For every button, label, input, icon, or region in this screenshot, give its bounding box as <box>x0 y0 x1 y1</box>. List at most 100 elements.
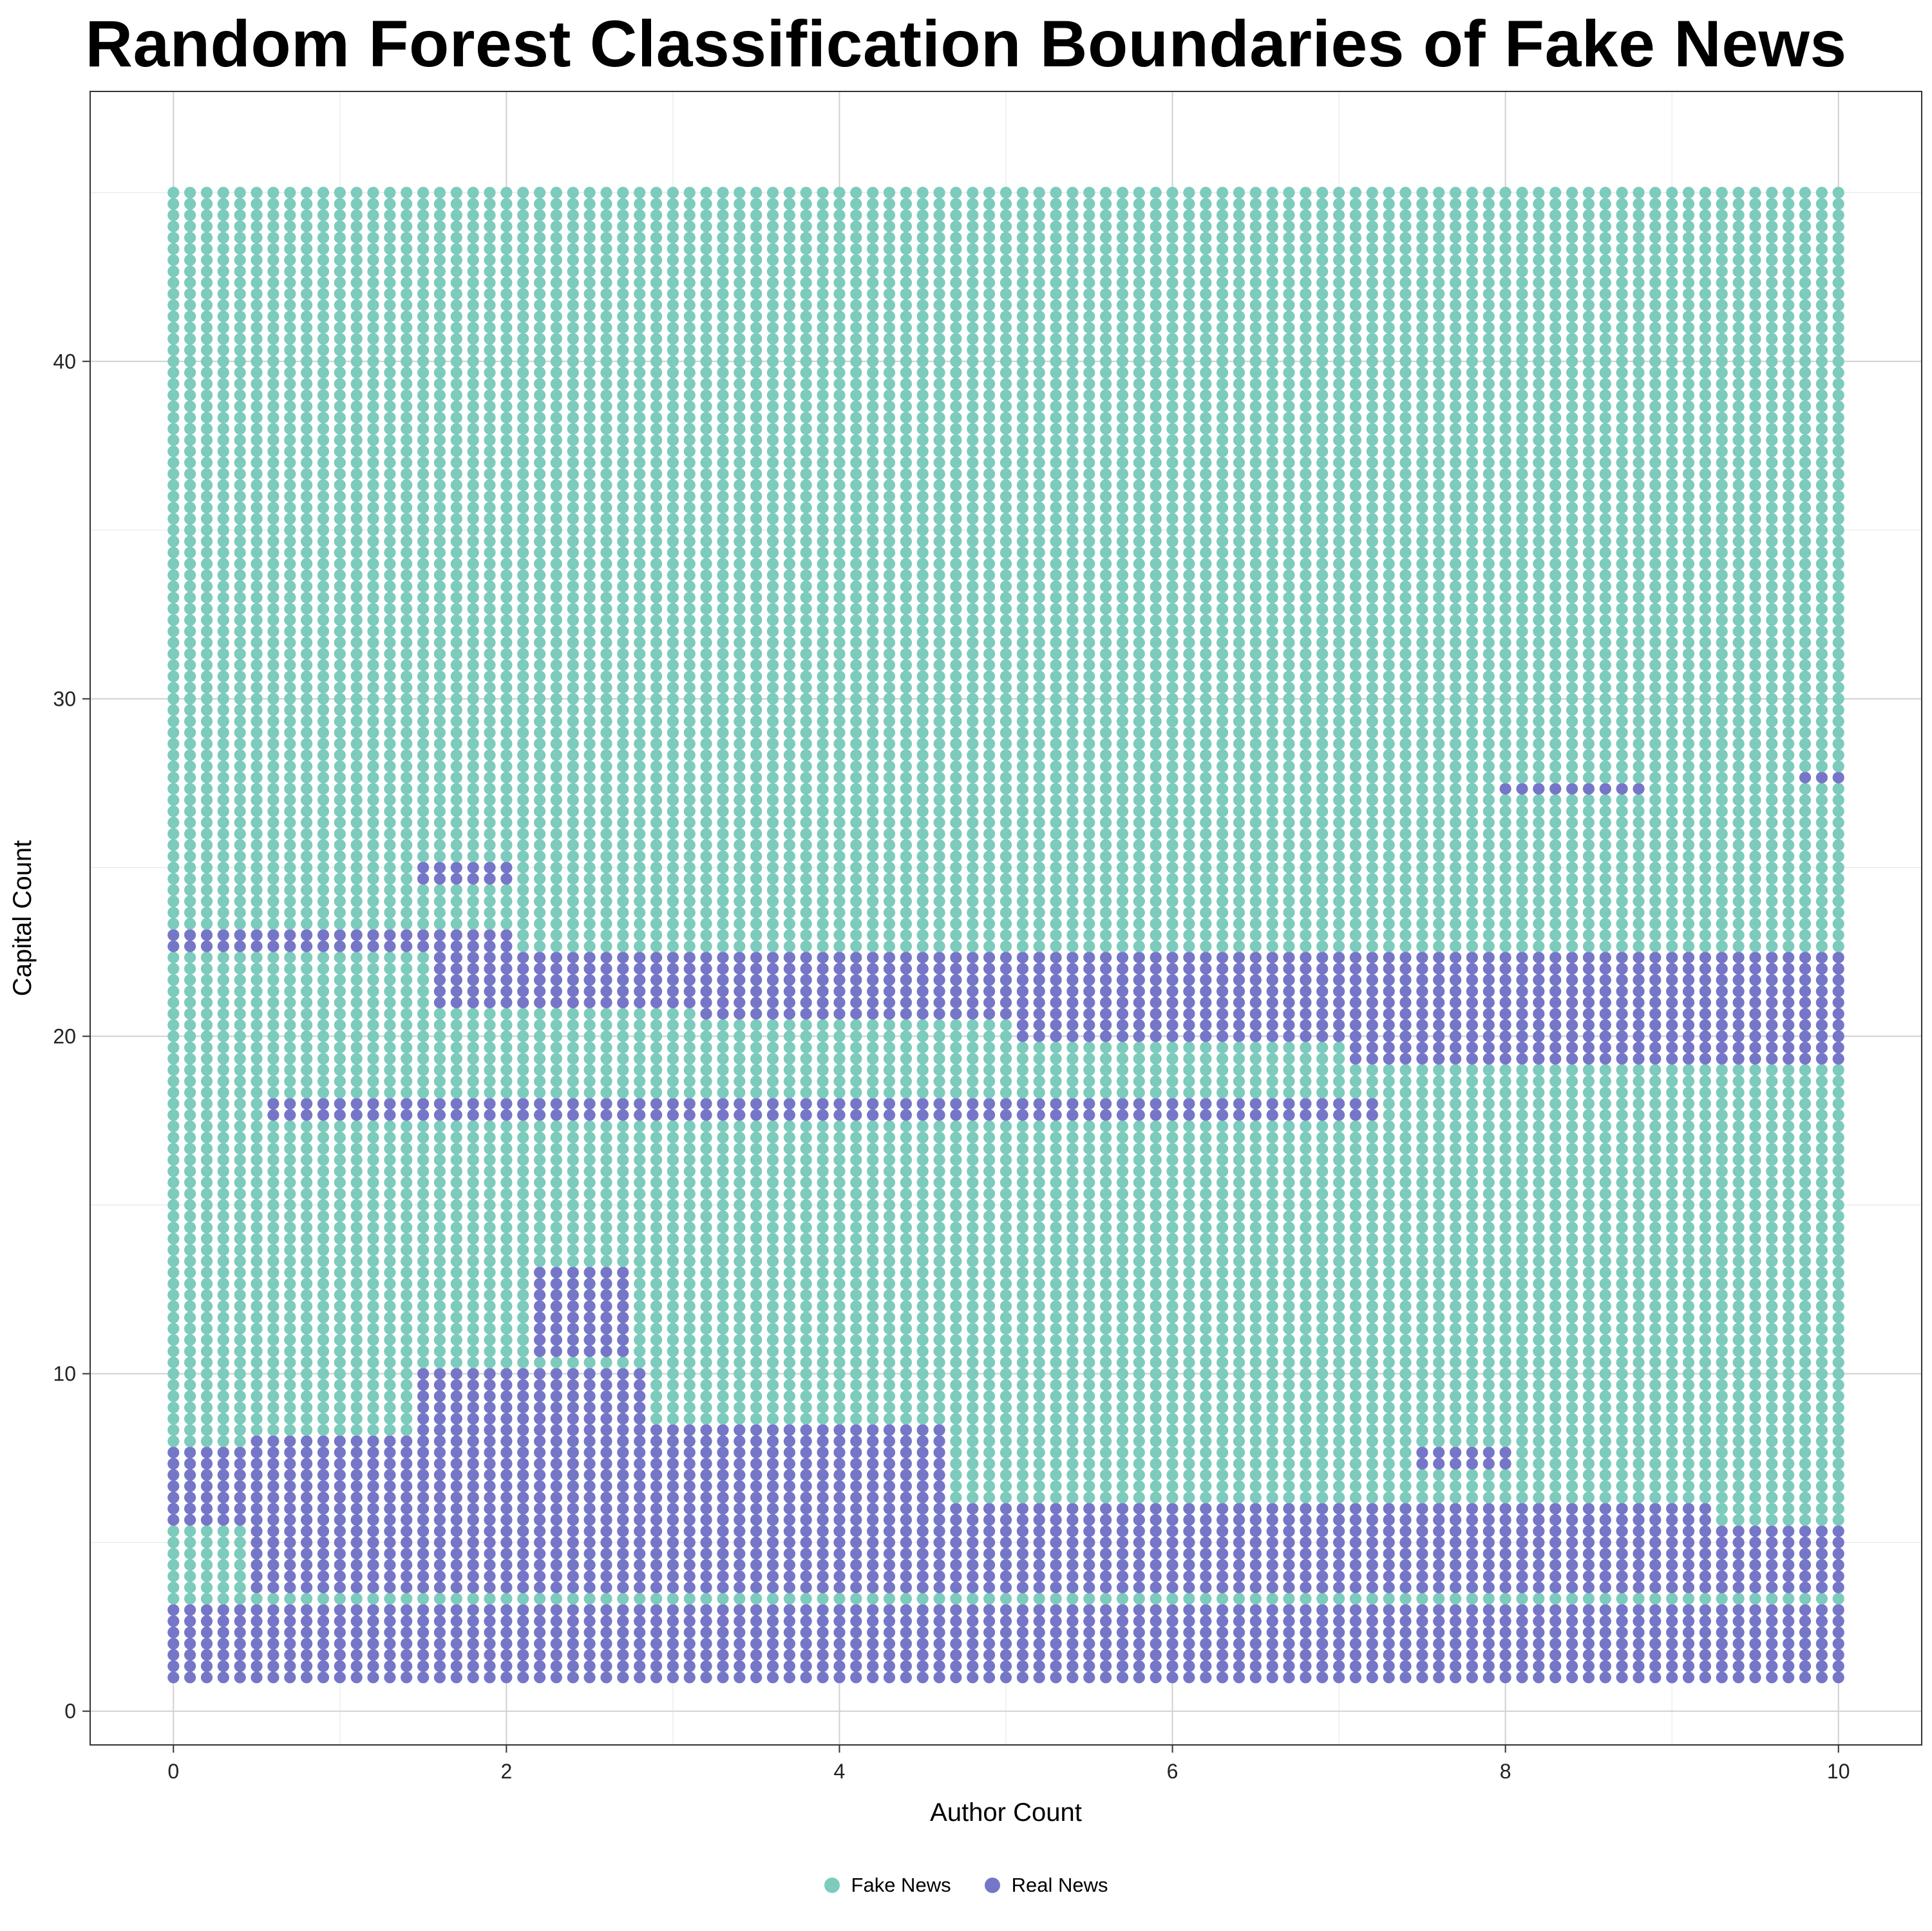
point-fake-news <box>417 974 430 986</box>
point-fake-news <box>167 1356 180 1369</box>
point-fake-news <box>350 1289 363 1301</box>
point-fake-news <box>734 1131 746 1144</box>
point-fake-news <box>251 1019 263 1031</box>
point-fake-news <box>251 299 263 311</box>
point-fake-news <box>734 749 746 761</box>
point-fake-news <box>700 1244 712 1256</box>
point-fake-news <box>367 738 379 750</box>
point-real-news <box>433 1503 446 1515</box>
point-fake-news <box>667 547 679 559</box>
point-fake-news <box>766 479 779 491</box>
point-fake-news <box>517 569 529 581</box>
point-real-news <box>717 1547 729 1560</box>
point-real-news <box>384 1469 396 1481</box>
point-fake-news <box>567 187 579 199</box>
point-fake-news <box>267 1187 279 1200</box>
point-fake-news <box>367 1390 379 1402</box>
point-real-news <box>617 1267 629 1279</box>
point-real-news <box>600 985 612 997</box>
point-fake-news <box>284 333 296 345</box>
point-fake-news <box>700 310 712 323</box>
point-real-news <box>617 1649 629 1661</box>
point-fake-news <box>217 1143 229 1155</box>
point-fake-news <box>417 1176 430 1189</box>
point-fake-news <box>484 636 496 649</box>
point-fake-news <box>267 816 279 829</box>
point-real-news <box>317 1536 330 1549</box>
point-fake-news <box>734 872 746 885</box>
point-fake-news <box>200 1244 213 1256</box>
point-fake-news <box>384 850 396 862</box>
point-fake-news <box>750 771 762 784</box>
point-fake-news <box>617 1131 629 1144</box>
point-real-news <box>450 1109 462 1121</box>
point-fake-news <box>284 738 296 750</box>
point-fake-news <box>634 1019 646 1031</box>
point-fake-news <box>717 738 729 750</box>
point-fake-news <box>350 1019 363 1031</box>
point-fake-news <box>217 839 229 851</box>
point-real-news <box>734 1649 746 1661</box>
point-fake-news <box>567 276 579 289</box>
point-real-news <box>634 1660 646 1672</box>
point-fake-news <box>417 715 430 728</box>
point-fake-news <box>734 198 746 210</box>
point-real-news <box>401 1559 413 1571</box>
point-fake-news <box>583 918 596 930</box>
point-fake-news <box>634 1267 646 1279</box>
point-fake-news <box>267 963 279 975</box>
point-real-news <box>317 1626 330 1639</box>
point-fake-news <box>334 1064 346 1076</box>
point-real-news <box>251 1547 263 1560</box>
point-fake-news <box>217 232 229 244</box>
point-fake-news <box>334 827 346 840</box>
point-fake-news <box>350 187 363 199</box>
point-fake-news <box>217 805 229 818</box>
point-real-news <box>783 1480 795 1493</box>
point-fake-news <box>683 1401 696 1413</box>
point-fake-news <box>534 535 546 547</box>
point-fake-news <box>234 862 246 874</box>
point-fake-news <box>184 704 196 716</box>
point-fake-news <box>301 558 313 570</box>
point-fake-news <box>517 625 529 637</box>
point-fake-news <box>184 1143 196 1155</box>
point-fake-news <box>251 310 263 323</box>
point-real-news <box>534 996 546 1009</box>
point-fake-news <box>683 895 696 907</box>
point-fake-news <box>534 344 546 356</box>
point-fake-news <box>234 1030 246 1042</box>
point-fake-news <box>450 839 462 851</box>
point-fake-news <box>600 490 612 503</box>
point-real-news <box>534 1289 546 1301</box>
point-fake-news <box>634 805 646 818</box>
point-fake-news <box>267 715 279 728</box>
point-real-news <box>467 872 479 885</box>
point-fake-news <box>417 524 430 536</box>
point-fake-news <box>234 681 246 693</box>
point-fake-news <box>401 1255 413 1267</box>
point-real-news <box>600 1536 612 1549</box>
point-real-news <box>384 1615 396 1627</box>
point-fake-news <box>384 963 396 975</box>
point-fake-news <box>484 535 496 547</box>
point-fake-news <box>500 1221 513 1234</box>
point-real-news <box>217 1446 229 1458</box>
point-real-news <box>450 1559 462 1571</box>
point-fake-news <box>200 1300 213 1312</box>
point-real-news <box>717 952 729 964</box>
point-fake-news <box>401 1053 413 1065</box>
point-fake-news <box>467 603 479 615</box>
point-real-news <box>634 1581 646 1594</box>
point-fake-news <box>734 681 746 693</box>
point-fake-news <box>583 423 596 435</box>
point-real-news <box>450 1581 462 1594</box>
point-fake-news <box>267 805 279 818</box>
point-fake-news <box>284 839 296 851</box>
point-fake-news <box>583 310 596 323</box>
point-real-news <box>350 1491 363 1503</box>
point-fake-news <box>650 1312 663 1324</box>
point-fake-news <box>317 1356 330 1369</box>
point-fake-news <box>683 805 696 818</box>
point-fake-news <box>650 884 663 896</box>
